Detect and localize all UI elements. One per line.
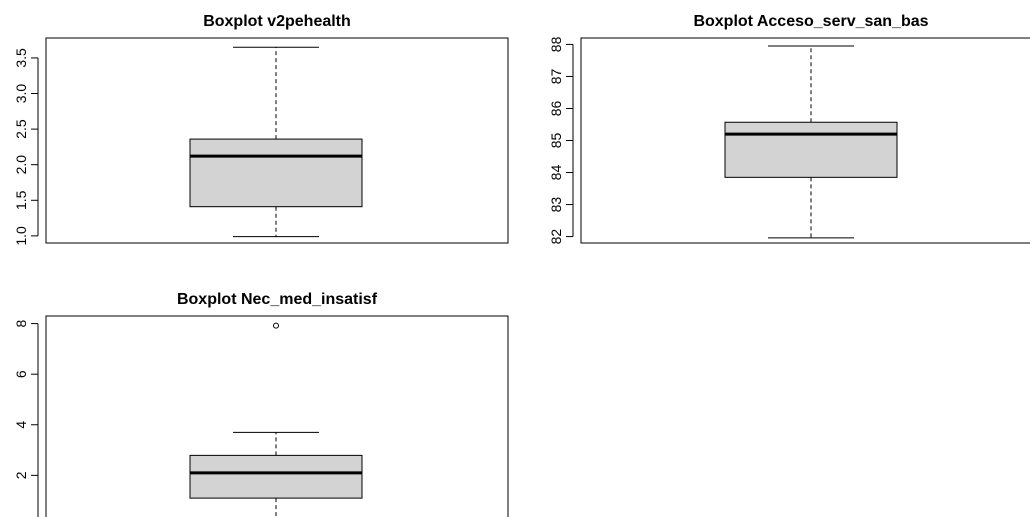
y-tick-label: 88 xyxy=(548,36,564,52)
chart-title: Boxplot v2pehealth xyxy=(203,13,351,30)
boxplot-panel-nec-med-insatisf: Boxplot Nec_med_insatisf 2 4 6 8 xyxy=(13,291,509,517)
y-tick-label: 6 xyxy=(13,370,29,378)
y-tick-label: 85 xyxy=(548,133,564,149)
y-tick-label: 8 xyxy=(13,319,29,327)
boxplot-panel-v2pehealth: Boxplot v2pehealth 1.0 1.5 2.0 2.5 3.0 3.5 xyxy=(13,13,509,246)
iqr-box xyxy=(189,454,363,499)
y-tick-label: 84 xyxy=(548,165,564,181)
iqr-box xyxy=(724,121,898,178)
y-tick-label: 2 xyxy=(13,471,29,479)
chart-title: Boxplot Nec_med_insatisf xyxy=(177,291,378,308)
y-tick-label: 3.5 xyxy=(13,48,29,68)
y-tick-label: 87 xyxy=(548,68,564,84)
y-tick-label: 83 xyxy=(548,197,564,213)
y-tick-label: 2.0 xyxy=(13,155,29,175)
y-tick-label: 3.0 xyxy=(13,84,29,104)
y-tick-label: 2.5 xyxy=(13,119,29,139)
y-tick-label: 4 xyxy=(13,421,29,429)
y-tick-label: 86 xyxy=(548,100,564,116)
plot-frame xyxy=(45,37,509,244)
y-tick-label: 1.0 xyxy=(13,226,29,246)
y-tick-label: 1.5 xyxy=(13,190,29,210)
boxplot-panel-acceso-serv-san-bas: Boxplot Acceso_serv_san_bas 82 83 84 85 86 87… xyxy=(548,13,1030,244)
y-tick-label: 82 xyxy=(548,229,564,245)
plot-frame xyxy=(580,37,1030,244)
iqr-box xyxy=(189,138,363,208)
plot-frame xyxy=(45,315,509,517)
chart-title: Boxplot Acceso_serv_san_bas xyxy=(693,13,928,30)
outlier-point xyxy=(273,322,279,329)
